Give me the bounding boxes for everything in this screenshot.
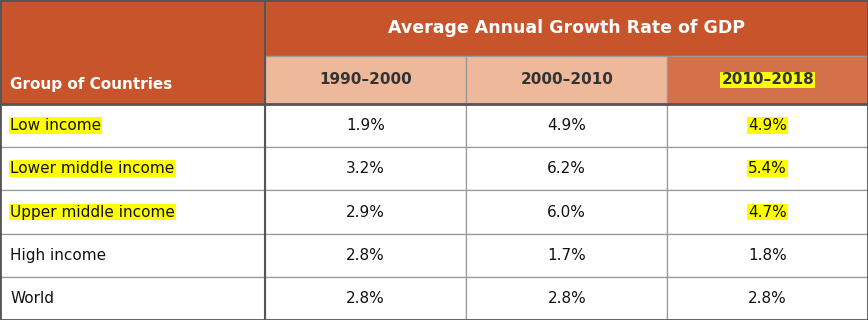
Bar bbox=[265, 56, 466, 104]
Text: Upper middle income: Upper middle income bbox=[10, 204, 175, 220]
Text: 1990–2000: 1990–2000 bbox=[319, 73, 411, 87]
Bar bbox=[0, 104, 265, 147]
Bar bbox=[667, 234, 868, 277]
Bar bbox=[667, 56, 868, 104]
Bar bbox=[667, 190, 868, 234]
Bar bbox=[265, 104, 466, 147]
Text: 5.4%: 5.4% bbox=[748, 161, 787, 176]
Text: World: World bbox=[10, 291, 55, 306]
Text: 2010–2018: 2010–2018 bbox=[721, 73, 814, 87]
Text: Group of Countries: Group of Countries bbox=[10, 77, 173, 92]
Text: 3.2%: 3.2% bbox=[346, 161, 385, 176]
Text: Average Annual Growth Rate of GDP: Average Annual Growth Rate of GDP bbox=[388, 19, 745, 37]
Text: 1.7%: 1.7% bbox=[548, 248, 586, 263]
Bar bbox=[466, 277, 667, 320]
Bar bbox=[466, 190, 667, 234]
Bar bbox=[0, 234, 265, 277]
Text: Lower middle income: Lower middle income bbox=[10, 161, 174, 176]
Text: 6.2%: 6.2% bbox=[548, 161, 586, 176]
Bar bbox=[466, 234, 667, 277]
Text: 1.8%: 1.8% bbox=[748, 248, 787, 263]
Text: 4.7%: 4.7% bbox=[748, 204, 787, 220]
Bar bbox=[667, 277, 868, 320]
Text: 2.8%: 2.8% bbox=[748, 291, 787, 306]
Text: 2.9%: 2.9% bbox=[346, 204, 385, 220]
Bar bbox=[466, 56, 667, 104]
Text: 6.0%: 6.0% bbox=[548, 204, 586, 220]
Bar bbox=[265, 0, 868, 56]
Bar bbox=[466, 147, 667, 190]
Bar bbox=[0, 190, 265, 234]
Text: High income: High income bbox=[10, 248, 107, 263]
Text: 4.9%: 4.9% bbox=[548, 118, 586, 133]
Bar bbox=[466, 104, 667, 147]
Bar bbox=[667, 147, 868, 190]
Bar bbox=[0, 147, 265, 190]
Bar bbox=[0, 277, 265, 320]
Text: 2.8%: 2.8% bbox=[346, 291, 385, 306]
Bar bbox=[667, 104, 868, 147]
Text: 2.8%: 2.8% bbox=[346, 248, 385, 263]
Text: 2.8%: 2.8% bbox=[548, 291, 586, 306]
Bar bbox=[0, 0, 265, 104]
Bar bbox=[265, 147, 466, 190]
Text: Low income: Low income bbox=[10, 118, 102, 133]
Text: 1.9%: 1.9% bbox=[346, 118, 385, 133]
Bar bbox=[265, 277, 466, 320]
Text: 2000–2010: 2000–2010 bbox=[521, 73, 613, 87]
Bar bbox=[265, 234, 466, 277]
Bar bbox=[265, 190, 466, 234]
Text: 4.9%: 4.9% bbox=[748, 118, 787, 133]
